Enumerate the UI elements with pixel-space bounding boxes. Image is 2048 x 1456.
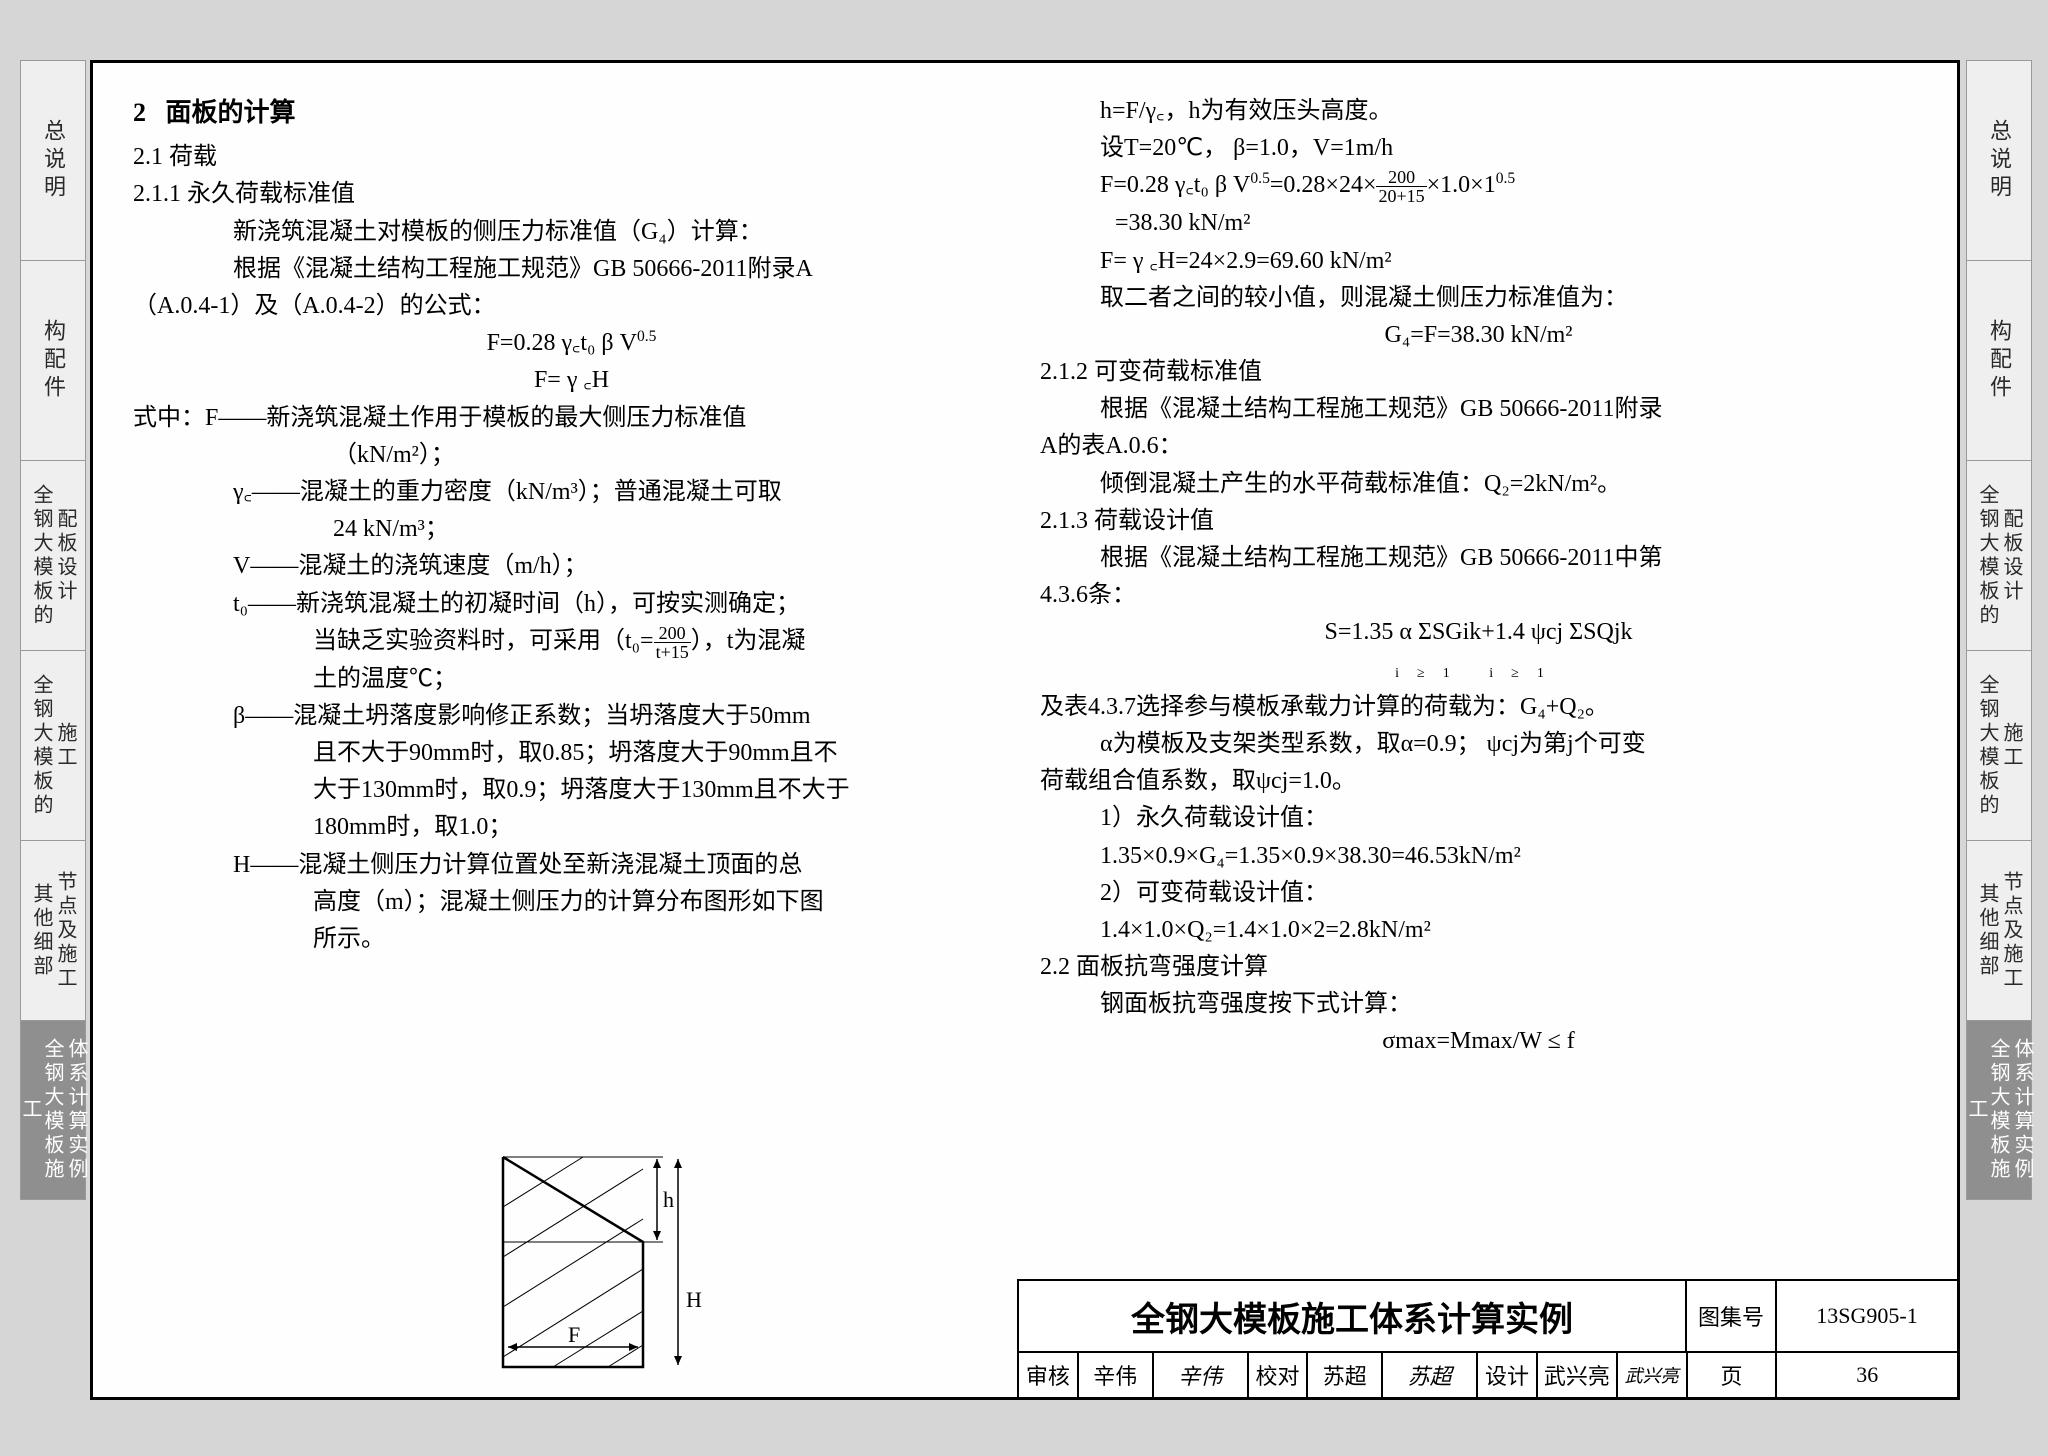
- page-frame: 2 面板的计算 2.1 荷载 2.1.1 永久荷载标准值 新浇筑混凝土对模板的侧…: [90, 60, 1960, 1400]
- r3: F=0.28 γ꜀t₀ β V0.5=0.28×24×20020+15×1.0×…: [1040, 167, 1917, 205]
- design-name: 武兴亮: [1538, 1353, 1618, 1397]
- l9b: 高度（m）；混凝土侧压力的计算分布图形如下图: [133, 884, 1010, 921]
- r2: 设T=20℃， β=1.0，V=1m/h: [1040, 130, 1917, 167]
- r10: 根据《混凝土结构工程施工规范》GB 50666-2011中第: [1040, 540, 1917, 577]
- right-column: h=F/γ꜀，h为有效压头高度。 设T=20℃， β=1.0，V=1m/h F=…: [1040, 93, 1917, 1387]
- r13b: 荷载组合值系数，取ψcj=1.0。: [1040, 763, 1917, 800]
- r14: 1）永久荷载设计值：: [1040, 800, 1917, 837]
- r10b: 4.3.6条：: [1040, 577, 1917, 614]
- r8: 根据《混凝土结构工程施工规范》GB 50666-2011附录: [1040, 391, 1917, 428]
- diagram-F: F: [568, 1322, 580, 1347]
- r7: G₄=F=38.30 kN/m²: [1040, 317, 1917, 354]
- s21: 2.1 荷载: [133, 139, 1010, 176]
- diagram-H: H: [686, 1287, 702, 1312]
- rtab-overview[interactable]: 总说明: [1966, 60, 2032, 260]
- tab-details[interactable]: 其他细部节点及施工: [20, 840, 86, 1020]
- l5b: 24 kN/m³；: [133, 511, 1010, 548]
- tab-components[interactable]: 构配件: [20, 260, 86, 460]
- r1: h=F/γ꜀，h为有效压头高度。: [1040, 93, 1917, 130]
- l2: 根据《混凝土结构工程施工规范》GB 50666-2011附录A: [133, 251, 1010, 288]
- drawing-title: 全钢大模板施工体系计算实例: [1019, 1281, 1687, 1351]
- l4b: （kN/m²）；: [133, 437, 1010, 474]
- l8d: 180mm时，取1.0；: [133, 809, 1010, 846]
- review-sign: 辛伟: [1154, 1353, 1249, 1397]
- r6: 取二者之间的较小值，则混凝土侧压力标准值为：: [1040, 280, 1917, 317]
- s213: 2.1.3 荷载设计值: [1040, 503, 1917, 540]
- rtab-construction[interactable]: 全钢大模板的施工: [1966, 650, 2032, 840]
- tab-calculation[interactable]: 全钢大模板施工体系计算实例: [20, 1020, 86, 1200]
- r13a: α为模板及支架类型系数，取α=0.9； ψcj为第j个可变: [1040, 726, 1917, 763]
- l3: （A.0.4-1）及（A.0.4-2）的公式：: [133, 288, 1010, 325]
- tab-construction[interactable]: 全钢大模板的施工: [20, 650, 86, 840]
- review-label: 审核: [1019, 1353, 1079, 1397]
- title-block-bottom: 审核 辛伟 辛伟 校对 苏超 苏超 设计 武兴亮 武兴亮 页 36: [1019, 1353, 1957, 1397]
- l6: V——混凝土的浇筑速度（m/h）；: [133, 548, 1010, 585]
- r15: 1.35×0.9×G₄=1.35×0.9×38.30=46.53kN/m²: [1040, 838, 1917, 875]
- code-label: 图集号: [1687, 1281, 1777, 1351]
- review-name: 辛伟: [1079, 1353, 1154, 1397]
- r17: 1.4×1.0×Q₂=1.4×1.0×2=2.8kN/m²: [1040, 912, 1917, 949]
- design-label: 设计: [1478, 1353, 1538, 1397]
- page-label: 页: [1688, 1353, 1778, 1397]
- l9c: 所示。: [133, 921, 1010, 958]
- l5a: γ꜀——混凝土的重力密度（kN/m³）；普通混凝土可取: [133, 474, 1010, 511]
- s211: 2.1.1 永久荷载标准值: [133, 176, 1010, 213]
- check-name: 苏超: [1308, 1353, 1383, 1397]
- l8b: 且不大于90mm时，取0.85；坍落度大于90mm且不: [133, 735, 1010, 772]
- l8a: β——混凝土坍落度影响修正系数；当坍落度大于50mm: [133, 698, 1010, 735]
- r11: S=1.35 α ΣSGik+1.4 ψcj ΣSQjk i≥1 i≥1: [1040, 614, 1917, 688]
- rtab-details[interactable]: 其他细部节点及施工: [1966, 840, 2032, 1020]
- l1: 新浇筑混凝土对模板的侧压力标准值（G₄）计算：: [133, 214, 1010, 251]
- r12: 及表4.3.7选择参与模板承载力计算的荷载为：G₄+Q₂。: [1040, 689, 1917, 726]
- l7a: t₀——新浇筑混凝土的初凝时间（h），可按实测确定；: [133, 586, 1010, 623]
- check-sign: 苏超: [1383, 1353, 1478, 1397]
- r8b: A的表A.0.6：: [1040, 428, 1917, 465]
- drawing-code: 13SG905-1: [1777, 1281, 1957, 1351]
- r18: 钢面板抗弯强度按下式计算：: [1040, 986, 1917, 1023]
- design-sign: 武兴亮: [1618, 1353, 1688, 1397]
- s212: 2.1.2 可变荷载标准值: [1040, 354, 1917, 391]
- diagram-h: h: [663, 1187, 674, 1212]
- check-label: 校对: [1249, 1353, 1309, 1397]
- r5: F= γ ꜀H=24×2.9=69.60 kN/m²: [1040, 243, 1917, 280]
- left-column: 2 面板的计算 2.1 荷载 2.1.1 永久荷载标准值 新浇筑混凝土对模板的侧…: [133, 93, 1010, 1387]
- rtab-design[interactable]: 全钢大模板的配板设计: [1966, 460, 2032, 650]
- right-tab-strip: 总说明 构配件 全钢大模板的配板设计 全钢大模板的施工 其他细部节点及施工 全钢…: [1966, 60, 2032, 1400]
- eq2: F= γ ꜀H: [133, 362, 1010, 399]
- page-number: 36: [1777, 1353, 1957, 1397]
- eq1: F=0.28 γ꜀t₀ β V0.5: [133, 325, 1010, 362]
- section-title: 2 面板的计算: [133, 93, 1010, 133]
- content-area: 2 面板的计算 2.1 荷载 2.1.1 永久荷载标准值 新浇筑混凝土对模板的侧…: [133, 93, 1917, 1387]
- l8c: 大于130mm时，取0.9；坍落度大于130mm且不大于: [133, 772, 1010, 809]
- l7b: 当缺乏实验资料时，可采用（t₀=200t+15），t为混凝: [133, 623, 1010, 661]
- r16: 2）可变荷载设计值：: [1040, 875, 1917, 912]
- pressure-diagram: F H h: [453, 1147, 733, 1377]
- rtab-calculation[interactable]: 全钢大模板施工体系计算实例: [1966, 1020, 2032, 1200]
- r9: 倾倒混凝土产生的水平荷载标准值：Q₂=2kN/m²。: [1040, 466, 1917, 503]
- title-block: 全钢大模板施工体系计算实例 图集号 13SG905-1 审核 辛伟 辛伟 校对 …: [1017, 1279, 1957, 1397]
- l9a: H——混凝土侧压力计算位置处至新浇混凝土顶面的总: [133, 847, 1010, 884]
- left-tab-strip: 总说明 构配件 全钢大模板的配板设计 全钢大模板的施工 其他细部节点及施工 全钢…: [20, 60, 86, 1400]
- l7c: 土的温度℃；: [133, 661, 1010, 698]
- rtab-components[interactable]: 构配件: [1966, 260, 2032, 460]
- r4: =38.30 kN/m²: [1040, 205, 1917, 242]
- s22: 2.2 面板抗弯强度计算: [1040, 949, 1917, 986]
- tab-design[interactable]: 全钢大模板的配板设计: [20, 460, 86, 650]
- r19: σmax=Mmax/W ≤ f: [1040, 1023, 1917, 1060]
- title-block-top: 全钢大模板施工体系计算实例 图集号 13SG905-1: [1019, 1281, 1957, 1353]
- l4: 式中：F——新浇筑混凝土作用于模板的最大侧压力标准值: [133, 400, 1010, 437]
- tab-overview[interactable]: 总说明: [20, 60, 86, 260]
